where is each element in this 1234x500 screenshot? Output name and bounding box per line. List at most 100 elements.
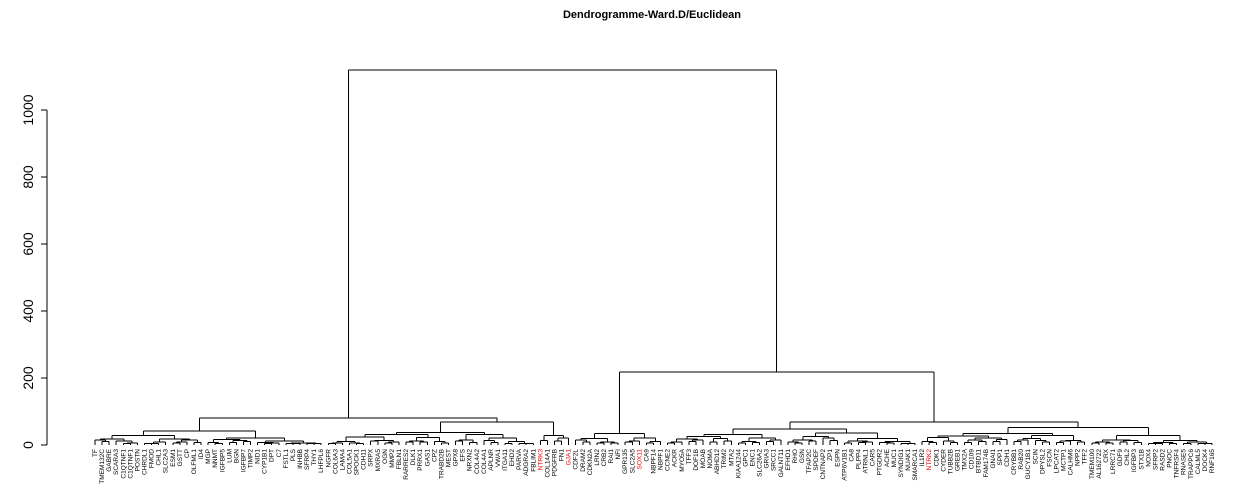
leaf-label: ID4 [198,449,205,460]
leaf-label: TFF2 [1082,449,1089,465]
leaf-label: PDGFRB [552,449,559,476]
leaf-label: PRRX1 [417,449,424,471]
leaf-label: TMEM100 [1089,449,1096,479]
y-tick-label: 200 [20,366,36,390]
leaf-label: IGFBP3 [1131,449,1138,473]
leaf-label: GJA1 [566,449,573,466]
leaf-label: IGFBP5 [219,449,226,473]
leaf-label: COL14A1 [544,449,551,478]
chart-title: Dendrogramme-Ward.D/Euclidean [563,9,741,21]
leaf-label: ABHD12 [714,449,721,475]
leaf-label: CA9 [643,449,650,462]
leaf-label: ACKR [672,449,679,467]
leaf-label: ESM1 [170,449,177,467]
leaf-label: SCARA3 [113,449,120,475]
leaf-label: SYNDIG1 [898,449,905,478]
leaf-label: CAR5 [870,449,877,467]
leaf-label: TMEM132C [99,449,106,484]
leaf-label: CHL2 [1124,449,1131,466]
leaf-label: FN1 [559,449,566,462]
leaf-label: RARRES2 [403,449,410,480]
leaf-label: MEST [445,449,452,467]
leaf-label: SPP1 [997,449,1004,466]
leaf-label: STX1B [1138,449,1145,470]
leaf-label: IGFBP7 [240,449,247,473]
leaf-label: CYDER [940,449,947,472]
leaf-label: TMX2A [962,448,969,470]
leaf-label: CD109 [969,449,976,470]
leaf-label: EHD2 [509,449,516,467]
leaf-label: MYO5A [679,448,686,471]
leaf-label: MCTP1 [1061,449,1068,471]
leaf-label: OGN [382,449,389,464]
leaf-label: LAMA4 [339,449,346,471]
leaf-label: SFRP4 [304,449,311,470]
y-tick-label: 1000 [20,94,36,125]
leaf-label: CRB2 [601,449,608,467]
leaf-label: C7 [276,449,283,458]
leaf-label: CHL1 [156,449,163,466]
leaf-label: PLPP4 [856,449,863,470]
leaf-label: GSN [799,449,806,463]
leaf-label: NRXN2 [467,449,474,471]
leaf-label: SLC2A5 [629,449,636,474]
leaf-label: NGFR [325,449,332,468]
leaf-label: APLNR [488,449,495,471]
leaf-label: CCNE2 [665,449,672,471]
leaf-label: SPOCK1 [354,449,361,476]
leaf-labels: TF TMEM132C GABRE SCARA3 C1QTNF1 C1QTNF1 POSTN… [92,448,1216,483]
leaf-label: RASD2 [1160,449,1167,471]
leaf-label: CPZ [431,449,438,462]
leaf-label: MXRA5 [375,449,382,472]
leaf-label: ENC1 [749,449,756,467]
leaf-label: CYP1B1 [262,449,269,474]
leaf-label: LUM [226,449,233,463]
leaf-label: VWA1 [495,449,502,468]
dendrogram-links [94,69,1213,445]
leaf-label: FSCN [1046,449,1053,467]
leaf-label: CDKN2A [587,448,594,475]
leaf-label: ZP1 [827,449,834,461]
leaf-label: CDK1 [933,449,940,467]
leaf-label: CDH11 [361,449,368,470]
leaf-label: RNF165 [1209,449,1216,474]
leaf-label: GUCY1B1 [1025,449,1032,480]
leaf-label: SOX11 [636,449,643,470]
leaf-label: CDH1 [1004,449,1011,467]
leaf-label: C1QTNF1 [120,449,127,479]
y-tick-label: 600 [20,232,36,256]
leaf-label: CALML5 [1195,449,1202,475]
leaf-label: CDF2L [573,449,580,470]
leaf-label: NTRK2 [926,449,933,471]
leaf-label: CHRDL1 [141,449,148,475]
leaf-label: ITGA11 [502,449,509,471]
leaf-label: GDF9 [1117,449,1124,467]
leaf-label: IL1R2 [919,449,926,467]
leaf-label: GNAI1 [990,449,997,469]
leaf-label: ADGRA2 [523,449,530,476]
leaf-label: SCIN [1032,449,1039,465]
leaf-label: NOMA [707,448,714,468]
leaf-label: RAB20 [1018,449,1025,470]
leaf-label: TFAP2C [806,449,813,474]
leaf-label: POSTN [134,449,141,472]
leaf-label: FSTL1 [283,449,290,469]
leaf-label: SRPX [368,448,375,466]
leaf-label: BGN [233,449,240,463]
leaf-label: EFHD1 [785,449,792,471]
leaf-label: NUAK1 [905,449,912,471]
leaf-label: TRIM2 [721,449,728,469]
leaf-label: DLK1 [410,449,417,466]
leaf-label: NOX4 [1145,449,1152,467]
leaf-label: GRIA3 [764,449,771,469]
leaf-label: THY1 [311,449,318,466]
leaf-label: CRX [1103,448,1110,462]
leaf-label: TNFRSF4 [1174,449,1181,479]
leaf-label: TRAPPC6 [1188,449,1195,479]
leaf-label: SPDEF [813,449,820,471]
leaf-label: SLC2A3 [163,449,170,474]
leaf-label: RAI1 [608,449,615,464]
leaf-label: GALNT11 [778,449,785,478]
leaf-label: COL4A1 [481,449,488,474]
leaf-label: MUC1 [891,449,898,468]
